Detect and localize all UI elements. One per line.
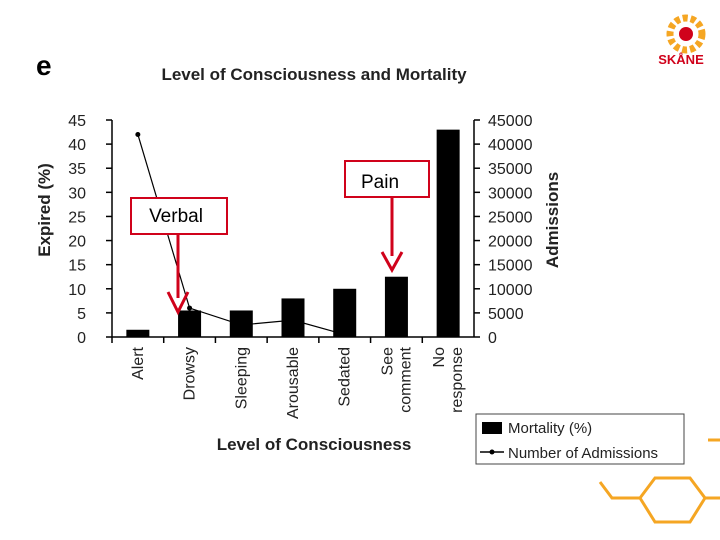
left-tick-label: 0 [77,330,86,347]
right-tick-label: 45000 [488,113,533,130]
bar-see-comment [384,276,408,337]
x-tick-label: Seecomment [379,346,414,412]
left-tick-label: 10 [68,282,86,299]
callout-pain: Pain [344,160,430,274]
bar-drowsy [178,310,202,337]
legend-bar-swatch [482,422,502,434]
admissions-point [290,317,296,323]
callout-verbal-arrowhead [166,291,190,316]
y-axis-right-label: Admissions [543,172,562,268]
chart-title: Level of Consciousness and Mortality [161,65,467,84]
left-tick-label: 30 [68,185,86,202]
right-axis-ticks: 0 5000 10000 15000 20000 25000 30000 35000 40000… [474,113,533,347]
callout-pain-box [344,160,430,198]
logo: SKÅNE [658,14,706,67]
admissions-point [342,332,348,338]
x-tick-label: Sedated [337,347,354,407]
right-tick-label: 0 [488,330,497,347]
right-tick-label: 40000 [488,137,533,154]
legend-mortality-label: Mortality (%) [508,420,592,437]
legend-line-marker [489,449,495,455]
x-tick-label: Drowsy [182,347,199,400]
left-tick-label: 25 [68,209,86,226]
right-tick-label: 35000 [488,161,533,178]
callout-verbal-label: Verbal [149,206,203,227]
x-tick-label: Noresponse [431,347,466,413]
x-tick-label: Alert [130,346,147,379]
left-tick-label: 35 [68,161,86,178]
legend-admissions-label: Number of Admissions [508,445,658,462]
sun-icon [666,14,706,54]
bar-no-response [436,129,460,337]
admissions-line-series [135,131,348,338]
callout-verbal-box [130,197,228,235]
bar-sedated [333,288,357,337]
x-tick-labels: Alert Drowsy Sleeping Arousable Sedated Seeco… [111,337,466,419]
decorative-hexagon-lines [598,438,720,524]
bar-alert [126,329,150,337]
left-axis-ticks: 0 5 10 15 20 25 30 35 40 45 [68,113,112,347]
panel-letter: e [36,50,52,81]
x-axis-label: Level of Consciousness [217,435,412,454]
callout-pain-label: Pain [361,172,399,193]
right-tick-label: 15000 [488,258,533,275]
right-tick-label: 20000 [488,234,533,251]
left-tick-label: 40 [68,137,86,154]
left-tick-label: 15 [68,258,86,275]
x-tick-label: Sleeping [233,347,250,409]
right-tick-label: 10000 [488,282,533,299]
right-tick-label: 25000 [488,209,533,226]
left-tick-label: 20 [68,234,86,251]
legend: Mortality (%) Number of Admissions [475,413,685,465]
x-tick-label: Arousable [285,347,302,419]
left-tick-label: 5 [77,306,86,323]
right-tick-label: 5000 [488,306,524,323]
admissions-point [135,131,141,137]
right-tick-label: 30000 [488,185,533,202]
callout-verbal: Verbal [130,197,228,316]
logo-text: SKÅNE [658,52,704,67]
callout-pain-arrowhead [380,251,404,274]
bars [126,129,460,337]
admissions-point [238,322,244,328]
left-tick-label: 45 [68,113,86,130]
legend-box [475,413,685,465]
admissions-point [187,305,193,311]
y-axis-left-label: Expired (%) [35,163,54,257]
